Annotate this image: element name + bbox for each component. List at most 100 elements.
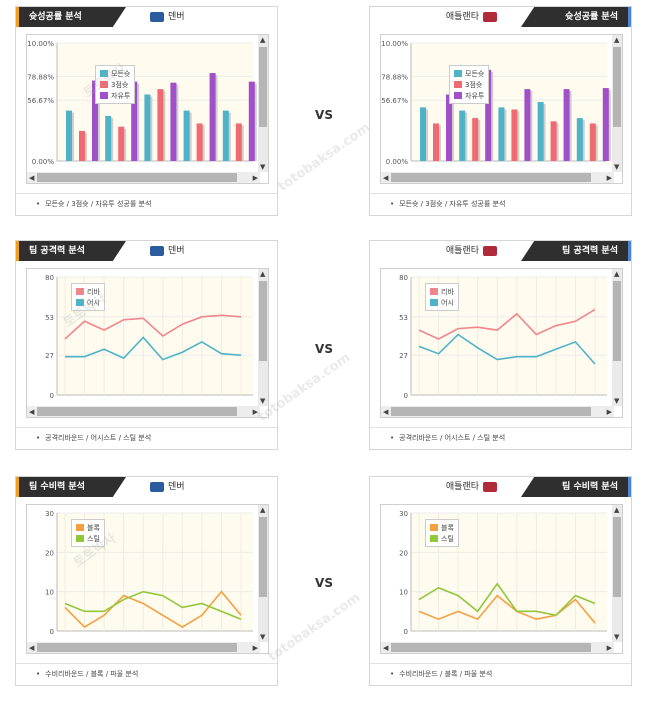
- scroll-up-icon[interactable]: ▲: [614, 506, 620, 514]
- scroll-up-icon[interactable]: ▲: [614, 36, 620, 44]
- bar-자유투: [485, 69, 492, 161]
- bar-자유투: [170, 82, 177, 161]
- panel-footer-note: 공격리바운드 / 어시스트 / 스틸 분석: [36, 433, 151, 443]
- vs-label: VS: [315, 576, 333, 590]
- chart-svg: 30 20 10 0: [399, 510, 607, 636]
- horizontal-scrollbar[interactable]: ◀ ▶: [27, 406, 260, 417]
- legend-swatch: [430, 524, 438, 531]
- footer-divider: [16, 663, 277, 664]
- vertical-scroll-thumb[interactable]: [259, 281, 267, 361]
- y-tick-label: 27: [399, 352, 408, 360]
- legend-item: 스틸: [430, 533, 454, 544]
- vertical-scrollbar[interactable]: ▲ ▼: [612, 35, 622, 172]
- bar-자유투: [524, 89, 531, 161]
- team-name: 덴버: [150, 244, 185, 258]
- y-tick-label: 20: [399, 549, 408, 557]
- scroll-up-icon[interactable]: ▲: [260, 506, 266, 514]
- scroll-left-icon[interactable]: ◀: [383, 408, 389, 416]
- vertical-scroll-thumb[interactable]: [613, 517, 621, 597]
- y-tick-label: 56.67%: [27, 97, 54, 105]
- scroll-left-icon[interactable]: ◀: [383, 644, 389, 652]
- chart-svg: 80 53 27 0: [45, 274, 253, 400]
- panel-tab-title: 팀 수비력 분석: [16, 477, 126, 497]
- analysis-panel: 슛성공률 분석 애틀랜타 110.00% 78.88% 56.67% 0.00% 모든슛 3점…: [369, 6, 632, 216]
- team-name: 애틀랜타: [446, 244, 497, 258]
- bar-모든슛: [420, 107, 426, 161]
- scroll-down-icon[interactable]: ▼: [260, 397, 266, 405]
- horizontal-scrollbar[interactable]: ◀ ▶: [381, 406, 614, 417]
- vertical-scrollbar[interactable]: ▲ ▼: [612, 269, 622, 406]
- scroll-down-icon[interactable]: ▼: [614, 163, 620, 171]
- bar-3점슛: [235, 123, 242, 161]
- horizontal-scroll-thumb[interactable]: [37, 407, 237, 416]
- scroll-right-icon[interactable]: ▶: [606, 408, 612, 416]
- vertical-scroll-thumb[interactable]: [613, 281, 621, 361]
- horizontal-scroll-thumb[interactable]: [37, 173, 237, 182]
- legend-item: 자유투: [100, 90, 130, 101]
- scroll-right-icon[interactable]: ▶: [252, 644, 258, 652]
- analysis-panel: 슛성공률 분석 덴버 110.00% 78.88% 56.67% 0.00% 모든슛 3점슛자…: [15, 6, 278, 216]
- scroll-left-icon[interactable]: ◀: [383, 174, 389, 182]
- horizontal-scrollbar[interactable]: ◀ ▶: [27, 172, 260, 183]
- team-name-label: 덴버: [168, 482, 185, 492]
- horizontal-scrollbar[interactable]: ◀ ▶: [381, 642, 614, 653]
- scroll-left-icon[interactable]: ◀: [29, 174, 35, 182]
- bar-모든슛: [183, 110, 190, 161]
- horizontal-scrollbar[interactable]: ◀ ▶: [381, 172, 614, 183]
- team-name-label: 덴버: [168, 12, 185, 22]
- legend-label: 리바: [87, 287, 100, 296]
- vertical-scroll-thumb[interactable]: [259, 517, 267, 597]
- series-line-어시: [65, 336, 242, 361]
- y-tick-label: 56.67%: [381, 97, 408, 105]
- vertical-scroll-thumb[interactable]: [613, 47, 621, 127]
- scroll-down-icon[interactable]: ▼: [614, 633, 620, 641]
- y-tick-label: 80: [399, 274, 408, 282]
- panel-tab-title: 팀 공격력 분석: [16, 241, 126, 261]
- bar-모든슛: [459, 110, 466, 161]
- y-tick-label: 27: [45, 352, 54, 360]
- horizontal-scrollbar[interactable]: ◀ ▶: [27, 642, 260, 653]
- scroll-up-icon[interactable]: ▲: [614, 270, 620, 278]
- chart-legend: 모든슛 3점슛 자유투: [449, 65, 490, 104]
- vertical-scrollbar[interactable]: ▲ ▼: [258, 35, 268, 172]
- series-line-어시: [418, 333, 596, 365]
- legend-label: 3점슛: [111, 80, 129, 89]
- scroll-up-icon[interactable]: ▲: [260, 36, 266, 44]
- bar-3점슛: [433, 123, 439, 161]
- chart-svg: 110.00% 78.88% 56.67% 0.00%: [381, 40, 611, 166]
- scroll-down-icon[interactable]: ▼: [614, 397, 620, 405]
- scroll-left-icon[interactable]: ◀: [29, 644, 35, 652]
- vertical-scrollbar[interactable]: ▲ ▼: [258, 269, 268, 406]
- legend-label: 어시: [441, 298, 454, 307]
- scroll-up-icon[interactable]: ▲: [260, 270, 266, 278]
- vertical-scrollbar[interactable]: ▲ ▼: [612, 505, 622, 642]
- legend-label: 모든슛: [465, 69, 485, 78]
- y-tick-label: 20: [45, 549, 54, 557]
- vertical-scroll-thumb[interactable]: [259, 47, 267, 127]
- scroll-right-icon[interactable]: ▶: [252, 174, 258, 182]
- scroll-right-icon[interactable]: ▶: [252, 408, 258, 416]
- scroll-down-icon[interactable]: ▼: [260, 633, 266, 641]
- horizontal-scroll-thumb[interactable]: [391, 407, 591, 416]
- legend-label: 모든슛: [111, 69, 131, 78]
- y-tick-label: 10: [45, 589, 54, 597]
- legend-item: 리바: [430, 286, 454, 297]
- horizontal-scroll-thumb[interactable]: [391, 173, 591, 182]
- bar-3점슛: [196, 123, 203, 161]
- panel-footer-note: 모든슛 / 3점슛 / 자유투 성공률 분석: [36, 199, 151, 209]
- scroll-right-icon[interactable]: ▶: [606, 644, 612, 652]
- bar-3점슛: [511, 109, 518, 161]
- chart-legend: 모든슛 3점슛 자유투: [95, 65, 136, 104]
- scroll-left-icon[interactable]: ◀: [29, 408, 35, 416]
- scroll-right-icon[interactable]: ▶: [606, 174, 612, 182]
- legend-item: 모든슛: [454, 68, 484, 79]
- bar-자유투: [602, 88, 609, 161]
- horizontal-scroll-thumb[interactable]: [37, 643, 237, 652]
- footer-divider: [16, 427, 277, 428]
- scroll-down-icon[interactable]: ▼: [260, 163, 266, 171]
- bar-자유투: [248, 81, 255, 161]
- vertical-scrollbar[interactable]: ▲ ▼: [258, 505, 268, 642]
- horizontal-scroll-thumb[interactable]: [391, 643, 591, 652]
